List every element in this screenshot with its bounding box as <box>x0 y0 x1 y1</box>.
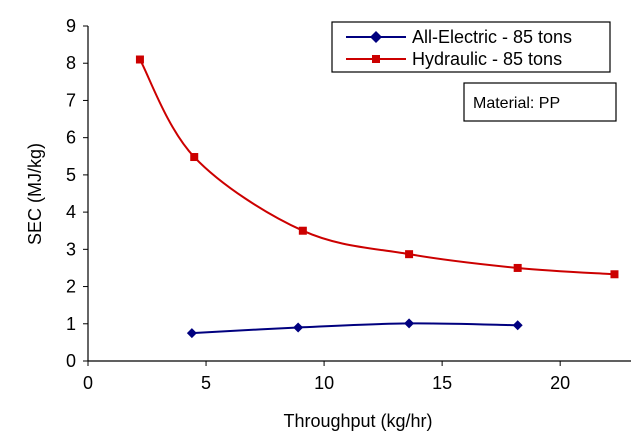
legend-marker-all-electric <box>370 31 382 43</box>
axes <box>87 26 631 362</box>
annotation-frame <box>463 82 617 122</box>
x-tick-label: 20 <box>550 373 570 393</box>
data-point-all-electric <box>404 318 415 329</box>
data-point-hydraulic <box>513 263 522 272</box>
data-point-hydraulic <box>405 250 414 259</box>
ticks: 0 1 2 3 4 5 6 7 8 9 0 5 10 15 20 <box>66 16 570 393</box>
y-tick-label: 8 <box>66 53 76 73</box>
legend-marker-hydraulic <box>372 55 380 63</box>
legend-label-all-electric: All-Electric - 85 tons <box>412 27 572 47</box>
y-tick-label: 1 <box>66 314 76 334</box>
series-line-all-electric <box>191 322 518 335</box>
data-point-hydraulic <box>298 226 307 235</box>
y-tick-label: 5 <box>66 165 76 185</box>
x-axis-title: Throughput (kg/hr) <box>283 411 432 431</box>
data-point-all-electric <box>293 322 304 333</box>
y-tick-label: 7 <box>66 90 76 110</box>
x-tick-label: 10 <box>314 373 334 393</box>
x-tick-label: 5 <box>201 373 211 393</box>
y-tick-label: 3 <box>66 239 76 259</box>
y-tick-label: 0 <box>66 351 76 371</box>
legend-label-hydraulic: Hydraulic - 85 tons <box>412 49 562 69</box>
y-axis-title: SEC (MJ/kg) <box>25 143 45 245</box>
legend-box <box>331 21 611 73</box>
x-tick-label: 0 <box>83 373 93 393</box>
data-point-hydraulic <box>135 55 144 64</box>
legend: All-Electric - 85 tons Hydraulic - 85 to… <box>331 21 611 73</box>
data-point-hydraulic <box>610 270 619 279</box>
y-tick-label: 2 <box>66 277 76 297</box>
y-tick-label: 9 <box>66 16 76 36</box>
annotation-text: Material: PP <box>473 95 560 112</box>
series-all-electric <box>186 318 523 339</box>
annotation-box: Material: PP <box>463 82 617 122</box>
series-layer <box>135 55 619 339</box>
y-tick-label: 4 <box>66 202 76 222</box>
x-tick-label: 15 <box>432 373 452 393</box>
series-hydraulic <box>135 55 619 279</box>
data-point-hydraulic <box>190 153 199 162</box>
data-point-all-electric <box>512 320 523 331</box>
y-tick-label: 6 <box>66 128 76 148</box>
data-point-all-electric <box>186 328 197 339</box>
